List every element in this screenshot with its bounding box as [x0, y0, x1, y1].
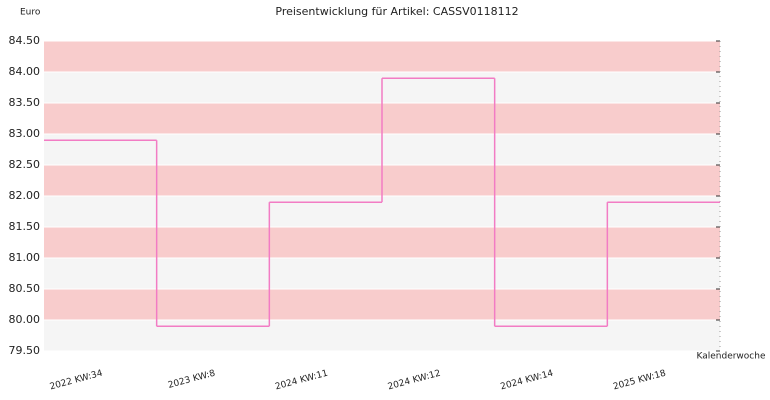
x-tick-label: 2022 KW:34 — [49, 369, 104, 393]
y-tick-label: 79.50 — [9, 344, 41, 357]
y-axis-label: Euro — [20, 8, 41, 18]
y-tick-label: 81.50 — [9, 220, 41, 233]
y-tick-label: 82.00 — [9, 189, 41, 202]
plot-band — [44, 258, 720, 289]
plot-band — [44, 320, 720, 351]
y-tick-label: 83.50 — [9, 96, 41, 109]
y-tick-label: 80.00 — [9, 313, 41, 326]
chart-title: Preisentwicklung für Artikel: CASSV01181… — [275, 5, 518, 18]
y-tick-label: 80.50 — [9, 282, 41, 295]
y-tick-label: 84.50 — [9, 34, 41, 47]
x-tick-label: 2024 KW:12 — [387, 369, 442, 393]
y-tick-label: 82.50 — [9, 158, 41, 171]
plot-band — [44, 227, 720, 258]
x-tick-label: 2023 KW:8 — [167, 369, 217, 391]
x-axis-label: Kalenderwoche — [696, 352, 765, 362]
x-tick-label: 2024 KW:14 — [499, 369, 554, 393]
y-tick-label: 83.00 — [9, 127, 41, 140]
plot-band — [44, 41, 720, 72]
plot-band — [44, 289, 720, 320]
x-tick-label: 2025 KW:18 — [612, 369, 667, 393]
x-tick-label: 2024 KW:11 — [274, 369, 329, 393]
y-tick-label: 81.00 — [9, 251, 41, 264]
y-tick-label: 84.00 — [9, 65, 41, 78]
